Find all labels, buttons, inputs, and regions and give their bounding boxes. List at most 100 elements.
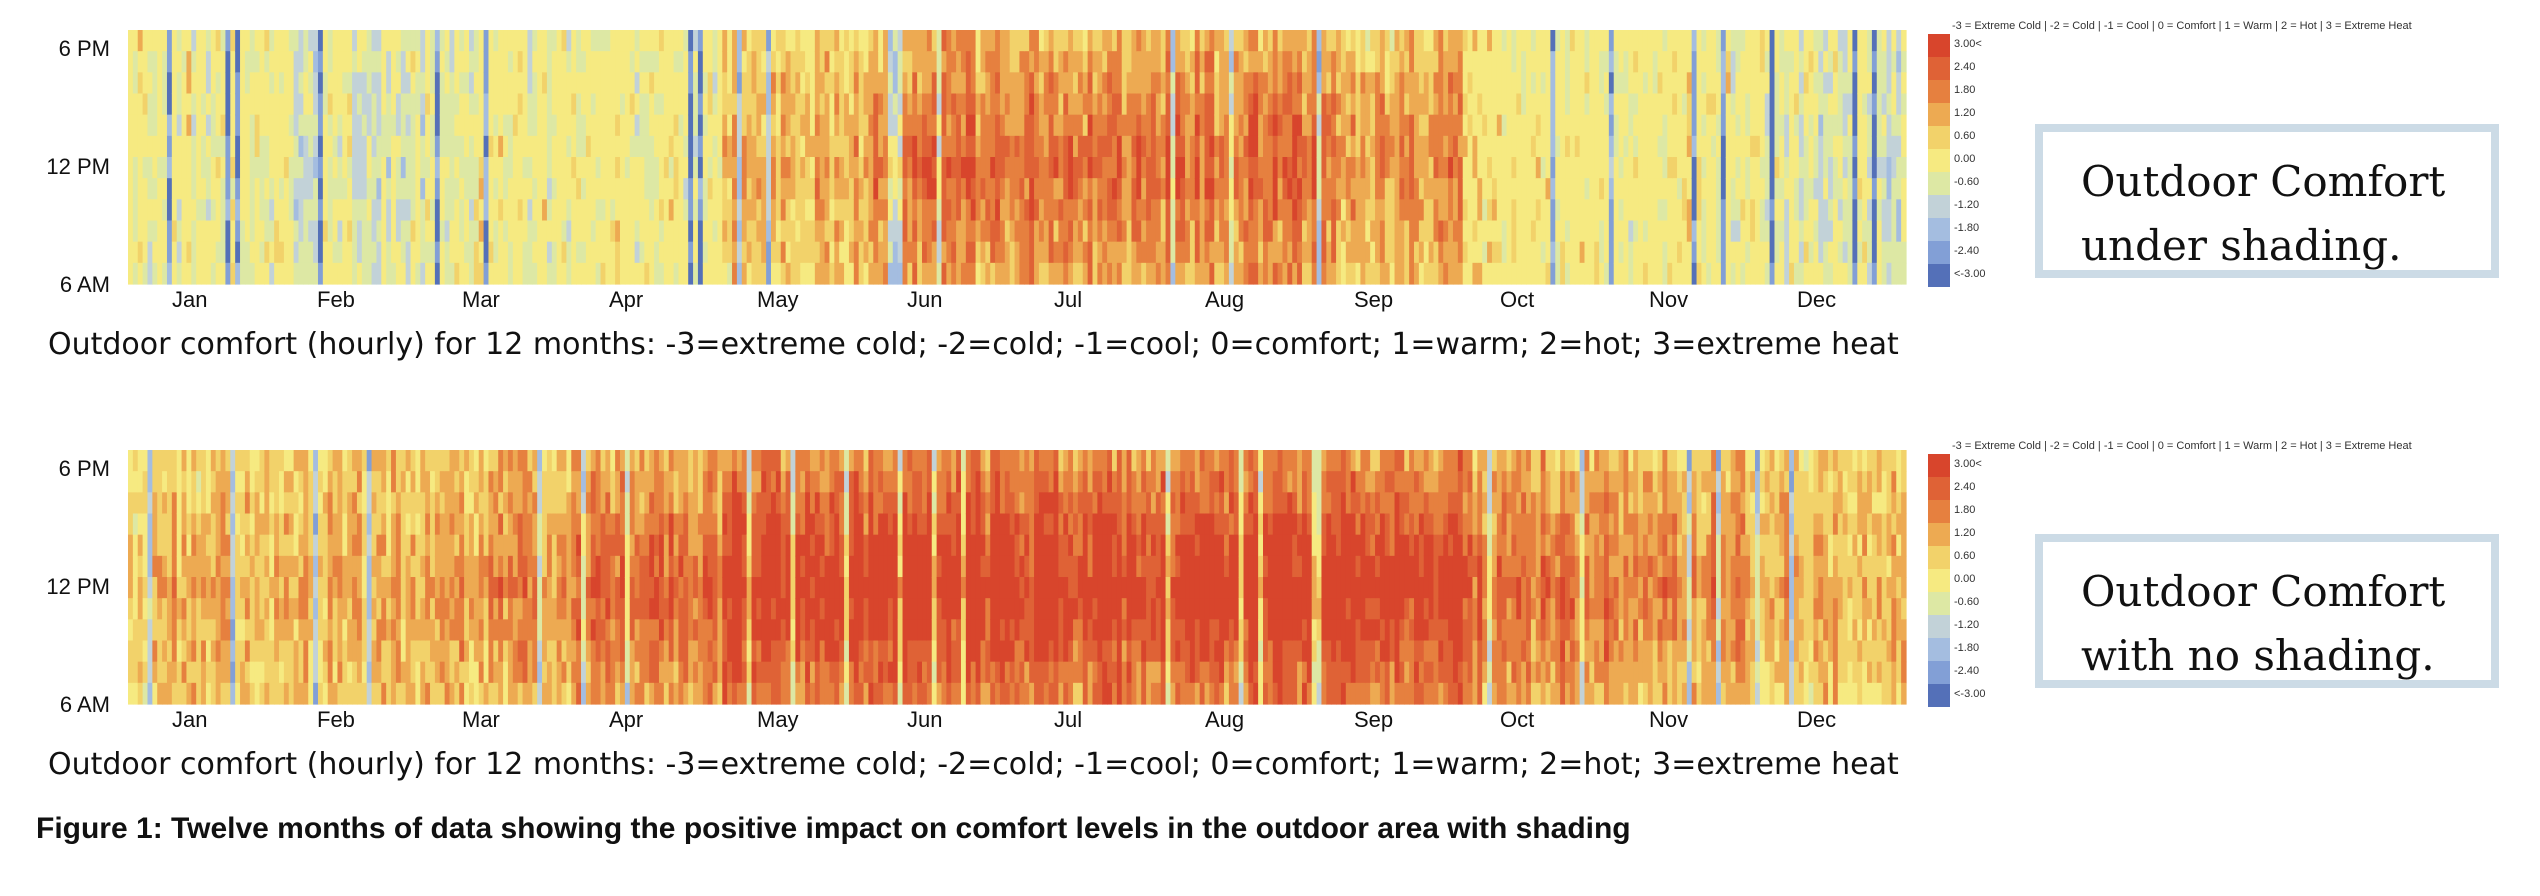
- heatmap-cell: [980, 93, 986, 116]
- heatmap-cell: [1092, 157, 1098, 179]
- heatmap-cell: [230, 93, 236, 116]
- heatmap-cell: [1808, 199, 1815, 222]
- heatmap-cell: [814, 114, 821, 137]
- heatmap-cell: [210, 534, 217, 557]
- heatmap-cell: [1443, 178, 1449, 200]
- heatmap-cell: [1603, 72, 1610, 95]
- heatmap-cell: [1087, 157, 1094, 179]
- heatmap-cell: [1165, 51, 1172, 73]
- heatmap-cell: [147, 598, 153, 620]
- heatmap-cell: [269, 199, 275, 222]
- heatmap-cell: [157, 450, 163, 472]
- heatmap-cell: [936, 135, 943, 158]
- heatmap-cell: [1009, 199, 1016, 222]
- heatmap-cell: [834, 220, 840, 243]
- heatmap-cell: [1754, 135, 1761, 158]
- heatmap-cell: [1686, 114, 1693, 137]
- heatmap-cell: [459, 51, 465, 73]
- heatmap-cell: [1628, 241, 1634, 264]
- heatmap-cell: [1199, 199, 1206, 222]
- heatmap-cell: [581, 72, 587, 95]
- heatmap-cell: [1209, 157, 1215, 179]
- heatmap-cell: [1350, 30, 1357, 52]
- heatmap-cell: [1068, 241, 1074, 264]
- heatmap-cell: [293, 262, 300, 285]
- heatmap-cell: [332, 135, 339, 158]
- heatmap-cell: [415, 72, 421, 95]
- heatmap-cell: [303, 51, 309, 73]
- heatmap-cell: [941, 30, 947, 52]
- heatmap-cell: [883, 51, 889, 73]
- heatmap-cell: [157, 598, 163, 620]
- heatmap-cell: [269, 241, 275, 264]
- heatmap-cell: [1048, 114, 1055, 137]
- heatmap-cell: [863, 93, 870, 116]
- heatmap-cell: [303, 241, 309, 264]
- heatmap-cell: [1379, 135, 1386, 158]
- heatmap-cell: [386, 178, 392, 200]
- heatmap-cell: [1526, 51, 1532, 73]
- heatmap-cell: [1837, 135, 1844, 158]
- heatmap-cell: [1258, 93, 1264, 116]
- heatmap-cell: [790, 241, 796, 264]
- heatmap-cell: [1116, 157, 1123, 179]
- heatmap-cell: [332, 178, 339, 200]
- heatmap-cell: [1287, 241, 1293, 264]
- heatmap-cell: [1448, 135, 1454, 158]
- heatmap-cell: [1126, 93, 1133, 116]
- heatmap-cell: [230, 534, 236, 557]
- heatmap-cell: [1842, 199, 1849, 222]
- heatmap-cell: [166, 241, 173, 264]
- heatmap-cell: [342, 598, 348, 620]
- heatmap-cell: [844, 199, 850, 222]
- heatmap-cell: [1214, 220, 1220, 243]
- heatmap-cell: [1097, 135, 1103, 158]
- heatmap-cell: [1491, 135, 1498, 158]
- heatmap-cell: [1224, 72, 1230, 95]
- heatmap-cell: [912, 220, 918, 243]
- heatmap-cell: [1808, 178, 1815, 200]
- x-tick-label: Nov: [1649, 287, 1689, 312]
- heatmap-cell: [873, 51, 879, 73]
- heatmap-cell: [1842, 157, 1849, 179]
- heatmap-cell: [459, 135, 465, 158]
- heatmap-cell: [1462, 51, 1469, 73]
- heatmap-cell: [1633, 93, 1639, 116]
- heatmap-cell: [844, 178, 850, 200]
- heatmap-cell: [1472, 262, 1478, 285]
- heatmap-cell: [1199, 30, 1206, 52]
- heatmap-cell: [1194, 72, 1201, 95]
- heatmap-cell: [166, 492, 173, 515]
- heatmap-cell: [556, 241, 563, 264]
- heatmap-cell: [517, 241, 524, 264]
- heatmap-cell: [230, 135, 236, 158]
- heatmap-cell: [493, 157, 499, 179]
- heatmap-cell: [1560, 30, 1566, 52]
- heatmap-cell: [332, 661, 339, 684]
- heatmap-cell: [220, 661, 227, 684]
- heatmap-cell: [493, 51, 499, 73]
- heatmap-cell: [576, 262, 582, 285]
- heatmap-cell: [1048, 241, 1055, 264]
- heatmap-cell: [405, 93, 412, 116]
- heatmap-cell: [673, 262, 680, 285]
- heatmap-cell: [171, 577, 178, 599]
- heatmap-cell: [1301, 157, 1308, 179]
- heatmap-cell: [795, 220, 801, 243]
- heatmap-cell: [814, 30, 821, 52]
- heatmap-cell: [527, 93, 533, 116]
- heatmap-cell: [1428, 241, 1435, 264]
- heatmap-cell: [1613, 30, 1620, 52]
- heatmap-cell: [483, 220, 490, 243]
- legend-label: 0.00: [1954, 153, 1976, 165]
- heatmap-cell: [771, 178, 777, 200]
- heatmap-cell: [610, 241, 616, 264]
- heatmap-cell: [361, 30, 368, 52]
- heatmap-cell: [1375, 262, 1381, 285]
- heatmap-cell: [162, 661, 168, 684]
- heatmap-cell: [1111, 220, 1118, 243]
- heatmap-cell: [629, 51, 636, 73]
- heatmap-cell: [356, 450, 363, 472]
- heatmap-cell: [1394, 262, 1400, 285]
- heatmap-cell: [1287, 178, 1293, 200]
